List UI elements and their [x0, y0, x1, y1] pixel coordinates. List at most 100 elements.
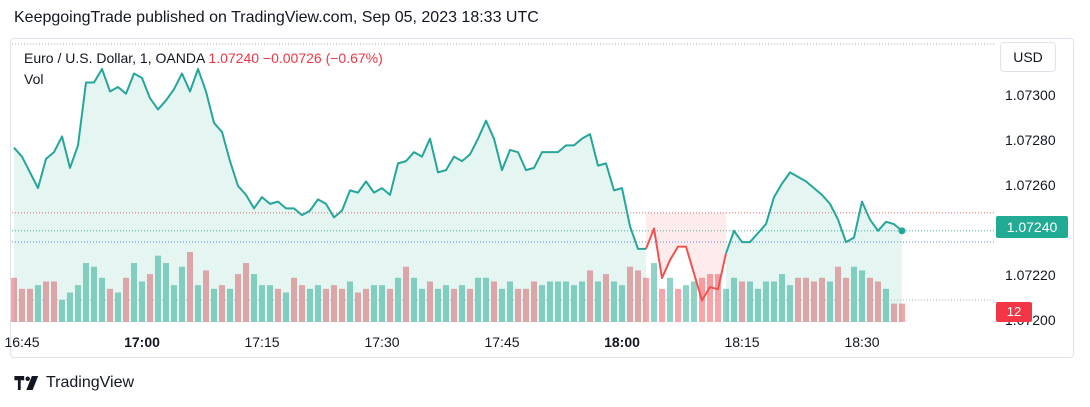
- volume-bar: [747, 281, 753, 322]
- volume-bar: [107, 288, 113, 322]
- volume-bar: [411, 277, 417, 322]
- volume-bar: [531, 281, 537, 322]
- currency-button[interactable]: USD: [1000, 42, 1056, 72]
- volume-bar: [11, 277, 17, 322]
- volume-bar: [467, 288, 473, 322]
- volume-bar: [451, 288, 457, 322]
- volume-bar: [891, 303, 897, 322]
- volume-bar: [67, 292, 73, 322]
- volume-bar: [875, 281, 881, 322]
- symbol-title[interactable]: Euro / U.S. Dollar, 1, OANDA: [24, 50, 205, 66]
- volume-bar: [827, 281, 833, 322]
- volume-bar: [843, 277, 849, 322]
- volume-bar: [587, 270, 593, 322]
- price-tick-label: 1.07300: [1005, 86, 1056, 103]
- volume-bar: [435, 288, 441, 322]
- volume-bar: [235, 274, 241, 322]
- volume-bar: [851, 266, 857, 322]
- volume-bar: [715, 274, 721, 322]
- price-line-down: [645, 227, 727, 302]
- volume-bar: [363, 288, 369, 322]
- volume-bar: [683, 285, 689, 322]
- time-tick-label: 16:45: [4, 334, 40, 350]
- volume-bar: [459, 285, 465, 322]
- volume-bar: [99, 277, 105, 322]
- price-tick-label: 1.07260: [1005, 176, 1056, 193]
- price-area-fill: [14, 68, 646, 322]
- time-tick-label: 18:30: [844, 334, 880, 350]
- volume-bar: [203, 270, 209, 322]
- volume-bar: [139, 281, 145, 322]
- last-price-tag: 1.07240: [996, 216, 1068, 238]
- last-price-value: 1.07240: [208, 50, 260, 66]
- volume-bar: [491, 281, 497, 322]
- price-tick-label: 1.07280: [1005, 131, 1056, 148]
- volume-bar: [379, 285, 385, 322]
- chart-legend: Euro / U.S. Dollar, 1, OANDA 1.07240 −0.…: [24, 48, 383, 90]
- volume-bar: [539, 285, 545, 322]
- volume-bar: [131, 263, 137, 322]
- volume-bar: [331, 285, 337, 322]
- volume-bar: [43, 281, 49, 322]
- volume-bar: [19, 288, 25, 322]
- volume-bar: [51, 281, 57, 322]
- volume-bar: [419, 288, 425, 322]
- volume-bar: [723, 288, 729, 322]
- volume-bar: [219, 285, 225, 322]
- time-tick-label: 18:15: [724, 334, 760, 350]
- volume-bar: [227, 288, 233, 322]
- chart-frame: [10, 38, 1074, 358]
- volume-bar: [515, 288, 521, 322]
- volume-bar: [819, 277, 825, 322]
- volume-bar: [603, 274, 609, 322]
- volume-bar: [571, 285, 577, 322]
- volume-bar: [251, 274, 257, 322]
- volume-bar: [315, 285, 321, 322]
- volume-bar: [339, 288, 345, 322]
- tradingview-logo-icon: [14, 376, 39, 390]
- volume-bar: [667, 277, 673, 322]
- volume-bar: [627, 266, 633, 322]
- price-line-up: [725, 171, 903, 254]
- tradingview-brand-text: TradingView: [46, 374, 135, 391]
- volume-bar: [59, 299, 65, 322]
- volume-bar: [675, 288, 681, 322]
- footer-brand[interactable]: TradingView: [14, 374, 134, 392]
- volume-bar: [347, 281, 353, 322]
- volume-bar: [91, 266, 97, 322]
- price-line-up: [13, 67, 646, 250]
- volume-bar: [547, 281, 553, 322]
- volume-bar: [779, 274, 785, 322]
- volume-bar: [859, 270, 865, 322]
- volume-bar: [187, 252, 193, 322]
- volume-bar: [27, 288, 33, 322]
- price-tick-label: 1.07220: [1005, 266, 1056, 283]
- volume-bar: [563, 281, 569, 322]
- volume-bar: [691, 281, 697, 322]
- volume-bar: [883, 288, 889, 322]
- volume-bar: [123, 277, 129, 322]
- volume-bar: [803, 277, 809, 322]
- volume-indicator-label[interactable]: Vol: [24, 71, 44, 87]
- time-tick-label: 17:30: [364, 334, 400, 350]
- volume-bar: [651, 263, 657, 322]
- volume-bar: [811, 281, 817, 322]
- volume-bar: [835, 266, 841, 322]
- volume-bar: [483, 277, 489, 322]
- time-tick-label: 18:00: [604, 334, 640, 350]
- volume-bar: [619, 285, 625, 322]
- time-tick-label: 17:45: [484, 334, 520, 350]
- price-change-value: −0.00726 (−0.67%): [262, 50, 383, 66]
- volume-bar: [371, 285, 377, 322]
- volume-bar: [195, 285, 201, 322]
- volume-bar: [35, 285, 41, 322]
- volume-bar: [395, 277, 401, 322]
- volume-bar: [355, 292, 361, 322]
- volume-bar: [595, 281, 601, 322]
- volume-bar: [323, 288, 329, 322]
- volume-bar: [171, 285, 177, 322]
- volume-bar: [147, 274, 153, 322]
- time-tick-label: 17:15: [244, 334, 280, 350]
- volume-bar: [427, 281, 433, 322]
